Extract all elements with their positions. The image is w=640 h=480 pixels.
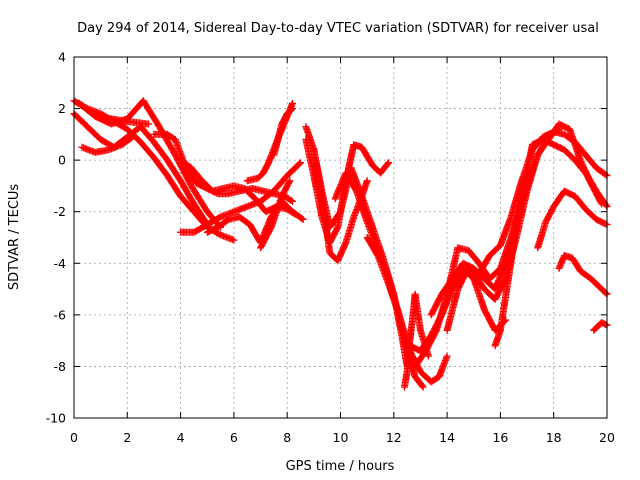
data-point-marker: [443, 352, 451, 360]
axis-ticks: [73, 56, 608, 419]
x-tick-label: 10: [333, 430, 349, 445]
y-axis-label: SDTVAR / TECUs: [7, 184, 22, 291]
y-tick-label: -6: [54, 307, 67, 322]
data-point-marker: [127, 134, 135, 142]
series-sat-25: [534, 187, 611, 252]
plot-area: [70, 97, 611, 391]
data-point-marker: [288, 106, 295, 114]
x-axis-label: GPS time / hours: [286, 459, 395, 474]
x-tick-label: 6: [230, 430, 238, 445]
series-sat-15: [310, 146, 411, 370]
grid: [74, 57, 607, 418]
chart-title: Day 294 of 2014, Sidereal Day-to-day VTE…: [77, 21, 599, 36]
x-tick-label: 2: [123, 430, 131, 445]
data-point-marker: [287, 197, 295, 204]
data-point-marker: [289, 197, 296, 205]
data-point-marker: [602, 201, 610, 209]
data-point-marker: [424, 352, 432, 360]
series-sat-17: [363, 234, 451, 386]
data-point-marker: [230, 236, 238, 244]
data-point-marker: [286, 177, 294, 185]
data-point-marker: [145, 120, 153, 128]
x-tick-label: 0: [70, 430, 78, 445]
y-tick-label: -2: [54, 204, 66, 219]
data-point-marker: [333, 225, 341, 233]
y-tick-label: -8: [54, 359, 67, 374]
y-tick-label: 4: [58, 50, 66, 65]
y-tick-label: -10: [46, 411, 66, 426]
x-tick-label: 8: [283, 430, 291, 445]
data-point-marker: [602, 289, 610, 297]
y-tick-label: 0: [58, 153, 66, 168]
x-tick-label: 16: [492, 430, 508, 445]
x-tick-label: 20: [599, 430, 615, 445]
x-tick-labels: 0 2 4 6 8 10 12 14 16 18 20: [70, 430, 615, 445]
series-sat-24: [491, 136, 611, 350]
series-sat-22: [443, 128, 611, 334]
series-sat-11: [257, 177, 294, 252]
data-point-marker: [299, 215, 307, 223]
x-tick-label: 18: [546, 430, 562, 445]
x-tick-label: 14: [439, 430, 455, 445]
x-tick-label: 12: [386, 430, 402, 445]
data-point-marker: [385, 159, 392, 167]
data-point-marker: [298, 215, 306, 223]
series-sat-12: [270, 105, 296, 159]
data-point-marker: [297, 159, 304, 167]
data-point-marker: [363, 177, 371, 185]
series-sat-4: [78, 133, 137, 156]
series-sat-26: [555, 252, 611, 298]
data-point-marker: [602, 321, 610, 328]
data-point-marker: [289, 105, 296, 113]
data-point-marker: [129, 133, 137, 141]
data-point-marker: [602, 171, 610, 179]
y-tick-label: -4: [54, 256, 67, 271]
data-point-marker: [419, 383, 427, 391]
data-point-marker: [384, 160, 392, 168]
data-point-marker: [295, 160, 303, 168]
x-tick-label: 4: [177, 430, 185, 445]
y-tick-labels: -10 -8 -6 -4 -2 0 2 4: [46, 50, 66, 426]
series-sat-5: [75, 99, 153, 128]
y-tick-label: 2: [58, 101, 66, 116]
data-point-marker: [285, 178, 293, 186]
data-point-marker: [418, 382, 426, 390]
